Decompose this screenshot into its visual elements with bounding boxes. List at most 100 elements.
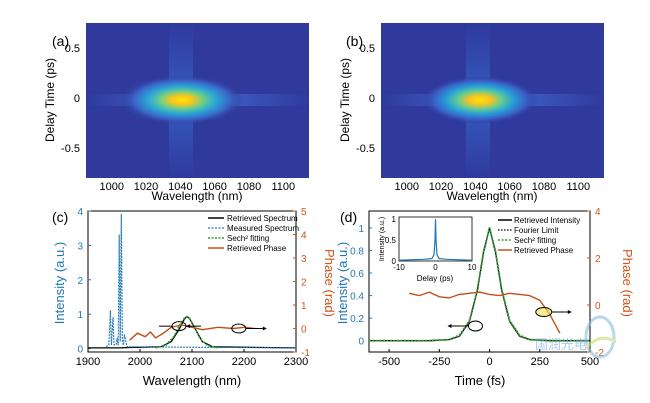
plot-c-y2tick-label: 3 <box>301 254 307 265</box>
legend-d-item-retrieved: Retrieved Intensity <box>514 216 580 225</box>
axis-a-xtick-label: 1020 <box>134 181 158 193</box>
axis-b-xtick-label: 1020 <box>429 181 453 193</box>
panel-c: (c) 1900 2000 2100 2200 2300 0 1 2 3 4 -1 0 1 2 3 4 5 In… <box>52 207 337 388</box>
inset-xlabel: Delay (ps) <box>417 274 454 283</box>
inset-ylabel: Intensity (a.u.) <box>379 217 386 261</box>
plot-d-y2tick-label: 0 <box>595 301 601 312</box>
panel-b-label: (b) <box>346 33 363 49</box>
plot-d-y2tick-label: 4 <box>595 207 601 218</box>
axis-b-xtick-label: 1080 <box>532 181 556 193</box>
legend-d-item-phase: Retrieved Phase <box>514 246 574 255</box>
axis-d-xlabel: Time (fs) <box>455 373 506 388</box>
watermark: 国润光电 <box>535 315 617 359</box>
plot-d-ytick-label: 0.8 <box>350 246 364 257</box>
legend-c-item-fit: Sech² fitting <box>227 234 269 243</box>
plot-c-series-fit <box>155 315 219 349</box>
axis-a-xtick-label: 1040 <box>168 181 192 193</box>
plot-c-y2tick-label: -1 <box>301 348 310 359</box>
panel-d-label: (d) <box>340 209 357 225</box>
watermark-logo <box>584 315 616 359</box>
plot-d-ytick-label: 0.2 <box>350 314 364 325</box>
plot-c-xtick-label: 2100 <box>180 356 204 368</box>
legend-d: Retrieved Intensity Fourier Limit Sech² … <box>498 216 580 255</box>
inset-xtick-label: 0 <box>433 263 438 272</box>
plot-c-y2tick-label: 1 <box>301 301 307 312</box>
axis-c-y2label: Phase (rad) <box>322 249 337 317</box>
plot-c-xtick-label: 2300 <box>284 356 308 368</box>
plot-d-arrowhead <box>567 310 572 315</box>
axis-b-xtick-label: 1000 <box>394 181 418 193</box>
plot-d-arrowhead <box>447 324 452 329</box>
plot-d-y2tick-label: 2 <box>595 254 601 265</box>
plot-d-xtick-label: 500 <box>581 356 599 368</box>
inset-xtick-label: 10 <box>468 263 477 272</box>
panel-a-label: (a) <box>52 33 69 49</box>
legend-c: Retrieved Spectrum Measured Spectrum Sec… <box>208 214 299 253</box>
legend-d-item-fourier: Fourier Limit <box>514 226 559 235</box>
axis-b-ytick-label: -0.5 <box>356 143 375 155</box>
axis-c-xlabel: Wavelength (nm) <box>143 373 242 388</box>
plot-c-xtick-label: 1900 <box>76 356 100 368</box>
plot-d-annotation-oval <box>535 307 553 318</box>
plot-c-arrowhead <box>262 326 267 331</box>
axes-a: 1000 1020 1040 1060 1080 1100 0.5 0 -0.5 <box>61 43 295 193</box>
plot-d-xtick-label: -500 <box>378 356 400 368</box>
plot-d-xtick-label: 250 <box>531 356 549 368</box>
heatmap-a-peak <box>120 75 244 125</box>
plot-d-ytick-label: 0 <box>358 337 364 348</box>
plot-d-ytick-label: 1 <box>358 224 364 235</box>
watermark-logo-swoosh <box>584 336 617 350</box>
panel-a: (a) 1000 1020 1040 1060 1080 1100 0.5 0 -0.5 Del… <box>43 23 309 203</box>
plot-c-ytick-label: 3 <box>77 241 83 252</box>
inset-ytick-label: 1 <box>392 215 397 224</box>
panel-d: (d) -500 -250 0 250 500 0 0.2 0.4 0.6 0.8 1 -2 0 2 4 I… <box>335 207 635 388</box>
plot-c-xtick-label: 2000 <box>128 356 152 368</box>
plot-c: 1900 2000 2100 2200 2300 0 1 2 3 4 -1 0 1 2 3 4 5 <box>76 207 311 368</box>
plot-c-y2tick-label: 0 <box>301 325 307 336</box>
heatmap-b-peak <box>422 76 538 124</box>
plot-c-ytick-label: 4 <box>77 207 83 218</box>
axis-b-xtick-label: 1040 <box>463 181 487 193</box>
axis-b-xtick-label: 1100 <box>566 181 590 193</box>
axis-b-ytick-label: 0.5 <box>360 43 375 55</box>
plot-d-series-fit <box>369 227 590 342</box>
axis-b-xtick-label: 1060 <box>497 181 521 193</box>
plot-c-arrowhead <box>186 324 190 329</box>
axis-b-ylabel: Delay Time (ps) <box>338 58 352 142</box>
axis-a-ytick-label: 0 <box>74 93 80 105</box>
legend-c-item-retrieved: Retrieved Spectrum <box>227 214 298 223</box>
axis-a-xtick-label: 1100 <box>271 181 295 193</box>
plot-d-xtick-label: -250 <box>428 356 450 368</box>
axis-a-ytick-label: -0.5 <box>61 143 80 155</box>
plot-d-xtick-label: 0 <box>486 356 492 368</box>
plot-c-series-phase <box>129 324 255 341</box>
axis-d-y2label: Phase (rad) <box>620 249 635 317</box>
axis-d-ylabel: Intensity (a.u.) <box>335 242 350 324</box>
axis-a-ylabel: Delay Time (ps) <box>43 58 57 142</box>
axis-a-xlabel: Wavelength (nm) <box>152 189 243 203</box>
plot-c-series-measured <box>105 213 297 349</box>
axis-a-ytick-label: 0.5 <box>65 43 80 55</box>
watermark-text: 国润光电 <box>535 337 587 352</box>
plot-d-ytick-label: 0.6 <box>350 269 364 280</box>
legend-c-item-phase: Retrieved Phase <box>227 244 287 253</box>
axis-c-ylabel: Intensity (a.u.) <box>52 242 67 324</box>
axis-a-xtick-label: 1080 <box>237 181 261 193</box>
plot-c-ytick-label: 0 <box>77 345 83 356</box>
legend-c-item-measured: Measured Spectrum <box>227 224 299 233</box>
plot-c-ytick-label: 1 <box>77 310 83 321</box>
inset-ytick-label: 0.5 <box>385 236 397 245</box>
legend-d-item-fit: Sech² fitting <box>514 236 556 245</box>
axes-b: 1000 1020 1040 1060 1080 1100 0.5 0 -0.5 <box>356 43 590 193</box>
panel-b: (b) 1000 1020 1040 1060 1080 1100 0.5 0 -0.5 Del… <box>338 23 604 203</box>
axis-a-xtick-label: 1060 <box>202 181 226 193</box>
plot-d-y2tick-label: -2 <box>595 348 604 359</box>
inset-ytick-label: 0 <box>392 257 397 266</box>
inset-series-autocorrelation <box>398 219 473 261</box>
plot-d-ytick-label: 0.4 <box>350 292 364 303</box>
plot-c-xtick-label: 2200 <box>232 356 256 368</box>
axis-b-xlabel: Wavelength (nm) <box>447 189 538 203</box>
panel-c-label: (c) <box>52 209 68 225</box>
axis-a-xtick-label: 1000 <box>99 181 123 193</box>
plot-c-y2tick-label: 2 <box>301 278 307 289</box>
